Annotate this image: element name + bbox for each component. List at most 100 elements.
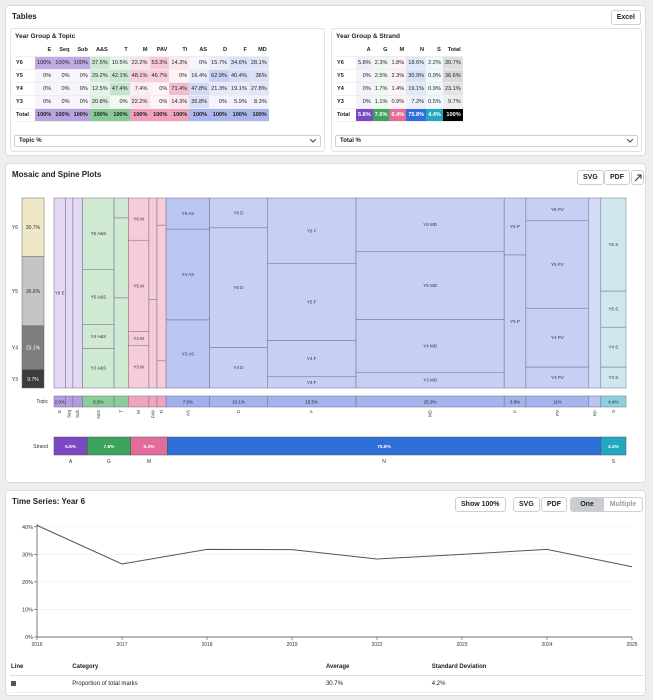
table-cell: 12.5% — [89, 82, 110, 96]
spine-value-label: 36.6% — [26, 289, 41, 295]
topic-share-label: 2.0% — [55, 400, 65, 405]
topic-share-bar — [128, 395, 150, 408]
table-cell: 0% — [71, 69, 90, 83]
pdf-button[interactable]: PDF — [604, 170, 630, 185]
data-table: E Seq Sub A&S T M PAV Ti AS D F MD Y6 100% 100% 100% 37.… — [14, 44, 269, 122]
select-text: Topic % — [19, 138, 42, 144]
column-header: MD — [248, 44, 269, 57]
excel-button[interactable]: Excel — [610, 10, 641, 25]
row-label: Y6 — [14, 56, 35, 70]
mosaic-cell-label: Y3 M — [133, 364, 144, 369]
strand-name: N — [382, 459, 386, 465]
mosaic-cell-label: Y5 D — [233, 285, 244, 290]
table-cell: 21.3% — [209, 82, 230, 96]
topic-table-box: Year Group & Topic E Seq Sub A&S T M PAV Ti AS D F… — [10, 28, 325, 152]
row-label: Y3 — [335, 95, 356, 109]
table-cell: 47.4% — [109, 82, 130, 96]
topic-share-label: 7.6% — [183, 400, 193, 405]
mosaic-cell-label: Y4 PV — [551, 335, 564, 340]
summary-row: Proportion of total marks 30.7% 4.2% — [10, 675, 643, 693]
topic-name: P — [513, 410, 518, 413]
strand-name: S — [612, 459, 616, 465]
x-tick-label: 2017 — [116, 642, 127, 648]
table-cell: 48.1% — [129, 69, 150, 83]
pdf-button[interactable]: PDF — [541, 497, 567, 512]
x-tick-label: 2025 — [626, 642, 637, 648]
summary-table: Line Category Average Standard Deviation Pro… — [10, 659, 643, 693]
x-tick-label: 2018 — [201, 642, 212, 648]
mosaic-cell-label: Y4 AS — [182, 272, 195, 277]
mosaic-cell — [209, 227, 268, 348]
x-tick-label: 2016 — [31, 642, 42, 648]
table-cell: 0.9% — [426, 69, 443, 83]
svg-button[interactable]: SVG — [513, 497, 540, 512]
table-title: Year Group & Topic — [15, 33, 76, 40]
topic-row-label: Topic — [36, 399, 48, 405]
topic-name: Ti — [159, 410, 164, 414]
table-cell: 7.2% — [406, 95, 427, 109]
row-label: Total — [335, 108, 356, 122]
table-cell: 0% — [355, 95, 373, 109]
strand-name: G — [107, 459, 111, 465]
strand-name: A — [69, 459, 73, 465]
topic-share-bar — [600, 395, 627, 408]
mosaic-cell — [113, 217, 129, 299]
column-header: A — [355, 44, 373, 57]
column-header: F — [229, 44, 249, 57]
strand-value-label: 7.6% — [103, 444, 115, 450]
column-header: Seq — [53, 44, 72, 57]
table-cell: 2.5% — [372, 69, 390, 83]
topic-name: MD — [428, 409, 433, 417]
mosaic-cell-label: Y6 E — [55, 291, 65, 296]
svg-button[interactable]: SVG — [577, 170, 604, 185]
row-label: Y5 — [14, 69, 35, 83]
table-cell: 0% — [109, 95, 130, 109]
topic-select[interactable]: Topic % — [14, 135, 321, 147]
strand-select[interactable]: Total % — [335, 135, 638, 147]
strand-value-label: 6.4% — [143, 444, 155, 450]
table-row: Total 5.8% 7.6% 6.4% 75.8% 4.4% 100% — [335, 108, 463, 122]
table-cell: 20.8% — [89, 95, 110, 109]
table-cell: 7.4% — [129, 82, 150, 96]
table-cell: 100% — [442, 108, 463, 122]
row-label: Y5 — [335, 69, 356, 83]
mosaic-cell — [148, 197, 158, 300]
strand-name: M — [147, 459, 151, 465]
column-header: T — [109, 44, 130, 57]
header-corner — [14, 44, 35, 57]
table-row: Y6 100% 100% 100% 37.5% 10.5% 22.2% 53.3% 14.3% 0… — [14, 56, 269, 70]
table-cell: 5.8% — [355, 56, 373, 70]
table-cell: 0% — [149, 82, 170, 96]
show-100-button[interactable]: Show 100% — [455, 497, 506, 512]
table-cell: 100% — [34, 108, 54, 122]
summary-category: Proportion of total marks — [71, 675, 325, 693]
mosaic-cell-label: Y3 S — [609, 375, 619, 380]
row-label: Y4 — [335, 82, 356, 96]
table-cell: 36% — [248, 69, 269, 83]
mosaic-cell — [600, 197, 627, 292]
table-title: Year Group & Strand — [336, 33, 400, 40]
topic-name: M — [136, 410, 141, 414]
mosaic-cell — [165, 197, 210, 230]
topic-name: D — [236, 409, 241, 413]
mosaic-cell-label: Y6 PV — [551, 207, 564, 212]
table-row: Y5 0% 2.5% 2.3% 30.9% 0.9% 36.6% — [335, 69, 463, 83]
expand-button[interactable] — [631, 170, 644, 185]
mosaic-cell-label: Y6 F — [307, 228, 317, 233]
table-container: E Seq Sub A&S T M PAV Ti AS D F MD Y6 100% 100% 100% 37.… — [14, 44, 324, 122]
mosaic-cell-label: Y6 P — [510, 224, 520, 229]
table-cell: 100% — [248, 108, 269, 122]
panel-title: Mosaic and Spine Plots — [12, 170, 102, 179]
summary-header-row: Line Category Average Standard Deviation — [10, 659, 643, 676]
topic-name: Seq — [67, 410, 72, 419]
mosaic-cell — [72, 197, 83, 389]
summary-column-header: Average — [324, 659, 431, 676]
summary-column-header: Standard Deviation — [430, 659, 643, 676]
multiple-toggle[interactable]: Multiple — [603, 497, 643, 512]
table-cell: 0% — [189, 56, 210, 70]
mosaic-cell — [525, 307, 590, 368]
mosaic-cell — [156, 197, 167, 226]
topic-name: E — [57, 410, 62, 413]
table-cell: 19.1% — [406, 82, 427, 96]
table-cell: 36.6% — [442, 69, 463, 83]
